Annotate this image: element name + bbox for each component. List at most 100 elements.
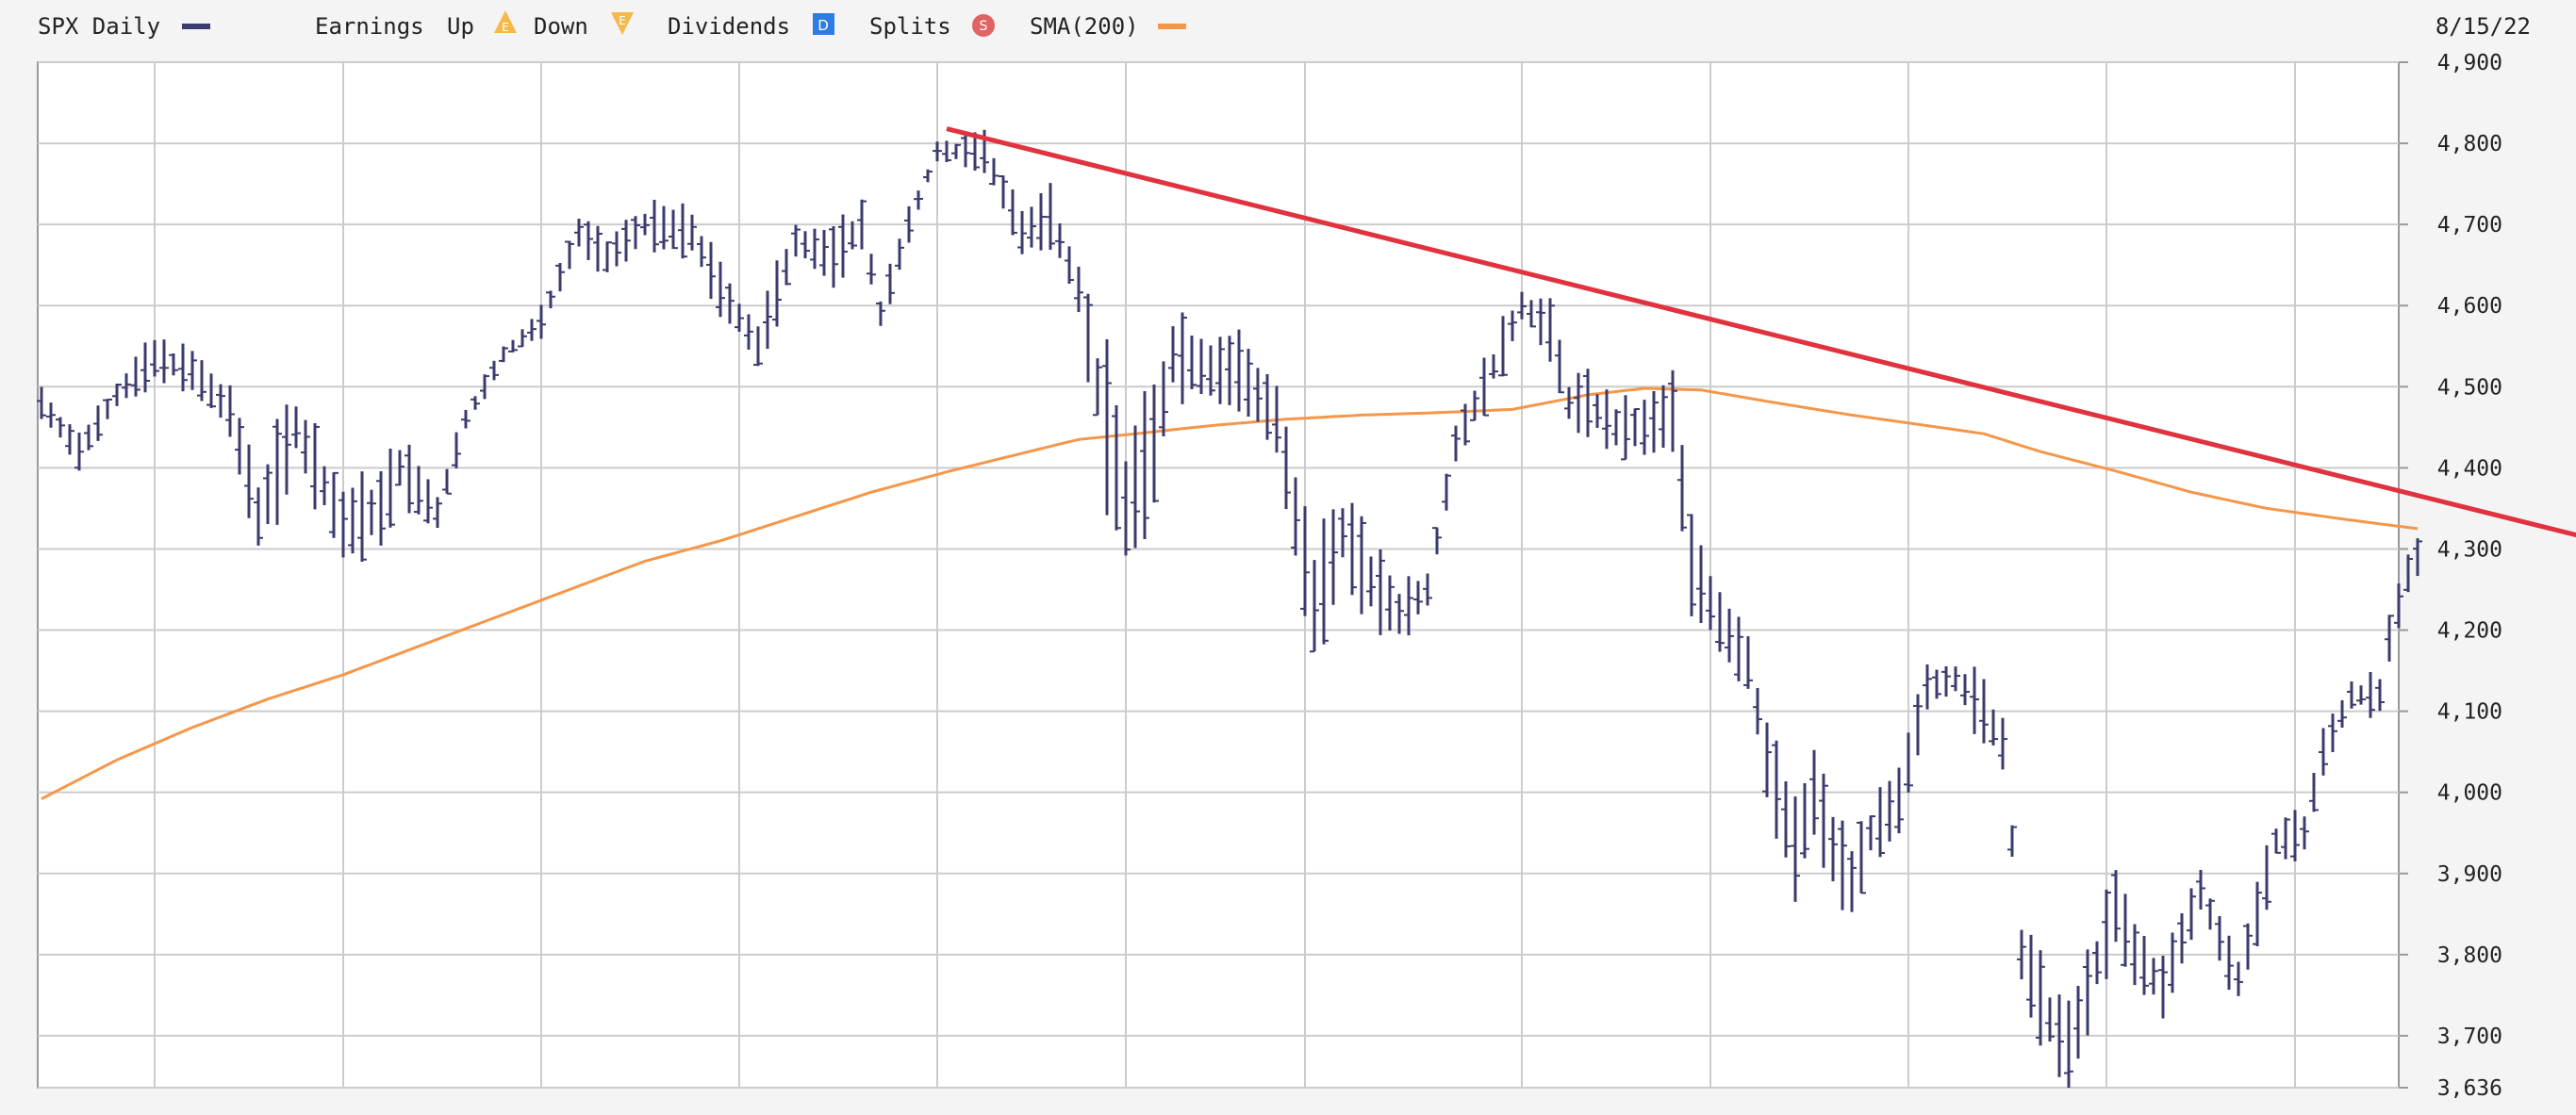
- price-bar-7: [103, 398, 112, 419]
- price-bar-13: [159, 339, 169, 384]
- price-bar-119: [1159, 361, 1168, 437]
- earnings-up-label: Up: [447, 13, 474, 40]
- price-bar-142: [1376, 549, 1385, 635]
- price-bar-54: [546, 290, 555, 309]
- price-bar-190: [1828, 816, 1838, 881]
- price-bar-75: [744, 314, 753, 350]
- price-bar-62: [621, 220, 631, 262]
- price-bar-120: [1168, 326, 1178, 383]
- price-bar-138: [1338, 508, 1347, 558]
- y-tick-label-1: 4,800: [2437, 132, 2502, 156]
- price-bar-14: [169, 353, 178, 376]
- price-bar-222: [2130, 924, 2139, 986]
- price-bar-28: [301, 419, 310, 474]
- price-bar-154: [1489, 353, 1498, 379]
- price-bar-187: [1800, 782, 1809, 859]
- price-bar-113: [1102, 339, 1112, 516]
- price-bar-42: [433, 497, 442, 529]
- price-bar-89: [876, 301, 885, 326]
- y-tick-label-10: 3,900: [2437, 862, 2502, 887]
- price-bar-235: [2253, 881, 2262, 946]
- price-bar-228: [2187, 888, 2196, 941]
- price-bar-71: [706, 241, 716, 300]
- price-bar-171: [1649, 391, 1659, 453]
- price-bar-155: [1498, 316, 1508, 377]
- price-bar-225: [2158, 956, 2168, 1019]
- price-bar-179: [1725, 608, 1734, 663]
- price-bar-106: [1036, 192, 1046, 251]
- price-bar-144: [1395, 594, 1404, 634]
- price-bar-107: [1046, 183, 1055, 250]
- price-bar-95: [933, 141, 942, 162]
- price-bar-98: [961, 135, 970, 168]
- price-bar-99: [970, 132, 980, 171]
- price-bar-224: [2149, 958, 2158, 995]
- price-bar-3: [65, 424, 74, 455]
- price-bar-38: [395, 450, 405, 486]
- legend-bar: SPX Daily Earnings Up E Down E Dividends…: [0, 0, 2576, 45]
- price-bar-231: [2215, 916, 2224, 961]
- splits-glyph: S: [980, 19, 988, 34]
- price-bar-77: [763, 290, 772, 350]
- price-bar-161: [1555, 339, 1564, 394]
- price-bar-74: [735, 303, 744, 332]
- price-bar-18: [206, 373, 216, 408]
- price-bar-210: [2017, 929, 2026, 980]
- price-bar-200: [1923, 664, 1932, 710]
- dividends-glyph: D: [817, 17, 829, 34]
- price-bar-128: [1244, 349, 1253, 417]
- price-bar-118: [1149, 384, 1159, 503]
- grid-lines: [38, 61, 2399, 1089]
- y-tick-label-12: 3,700: [2437, 1025, 2502, 1049]
- price-bar-114: [1112, 405, 1121, 531]
- price-bar-233: [2234, 961, 2243, 996]
- price-bar-212: [2036, 950, 2045, 1046]
- price-bar-55: [555, 263, 565, 292]
- price-bar-178: [1715, 592, 1725, 652]
- price-bar-244: [2337, 699, 2347, 728]
- price-bar-111: [1083, 293, 1093, 383]
- price-bar-167: [1611, 409, 1621, 446]
- price-bar-249: [2385, 615, 2394, 662]
- price-bar-88: [867, 254, 876, 285]
- price-bar-5: [84, 424, 93, 451]
- y-tick-label-9: 4,000: [2437, 781, 2502, 806]
- price-bar-44: [452, 432, 461, 468]
- price-bar-68: [678, 203, 687, 259]
- price-bar-79: [782, 249, 791, 286]
- price-bar-166: [1602, 389, 1611, 450]
- price-bar-103: [1008, 189, 1017, 236]
- price-bar-91: [895, 238, 904, 271]
- price-bar-87: [857, 199, 867, 250]
- price-bar-47: [480, 374, 489, 400]
- price-bar-80: [791, 224, 801, 257]
- price-bar-237: [2271, 828, 2281, 854]
- price-bar-23: [254, 487, 263, 546]
- price-bar-218: [2092, 941, 2102, 985]
- price-bar-130: [1263, 374, 1272, 440]
- dividends-label: Dividends: [668, 13, 790, 40]
- price-bar-112: [1093, 358, 1102, 417]
- price-bar-164: [1583, 369, 1593, 437]
- price-bar-196: [1885, 780, 1894, 842]
- price-bar-85: [838, 214, 848, 278]
- price-bar-207: [1989, 709, 1998, 746]
- sma-swatch: [1158, 24, 1186, 29]
- price-bar-52: [527, 319, 537, 341]
- price-bar-17: [197, 360, 206, 402]
- price-bar-125: [1215, 336, 1225, 404]
- price-bar-1: [46, 402, 56, 428]
- price-bar-174: [1677, 445, 1687, 532]
- price-bar-93: [914, 190, 923, 210]
- price-bar-163: [1574, 372, 1583, 434]
- price-bar-182: [1753, 688, 1762, 735]
- price-bar-236: [2262, 844, 2271, 910]
- price-bars: [37, 129, 2422, 1088]
- price-bar-173: [1668, 369, 1677, 452]
- price-bar-219: [2102, 889, 2111, 979]
- price-bar-51: [518, 329, 527, 348]
- price-bar-73: [725, 283, 735, 324]
- price-bar-211: [2026, 934, 2036, 1018]
- price-bar-226: [2168, 932, 2177, 993]
